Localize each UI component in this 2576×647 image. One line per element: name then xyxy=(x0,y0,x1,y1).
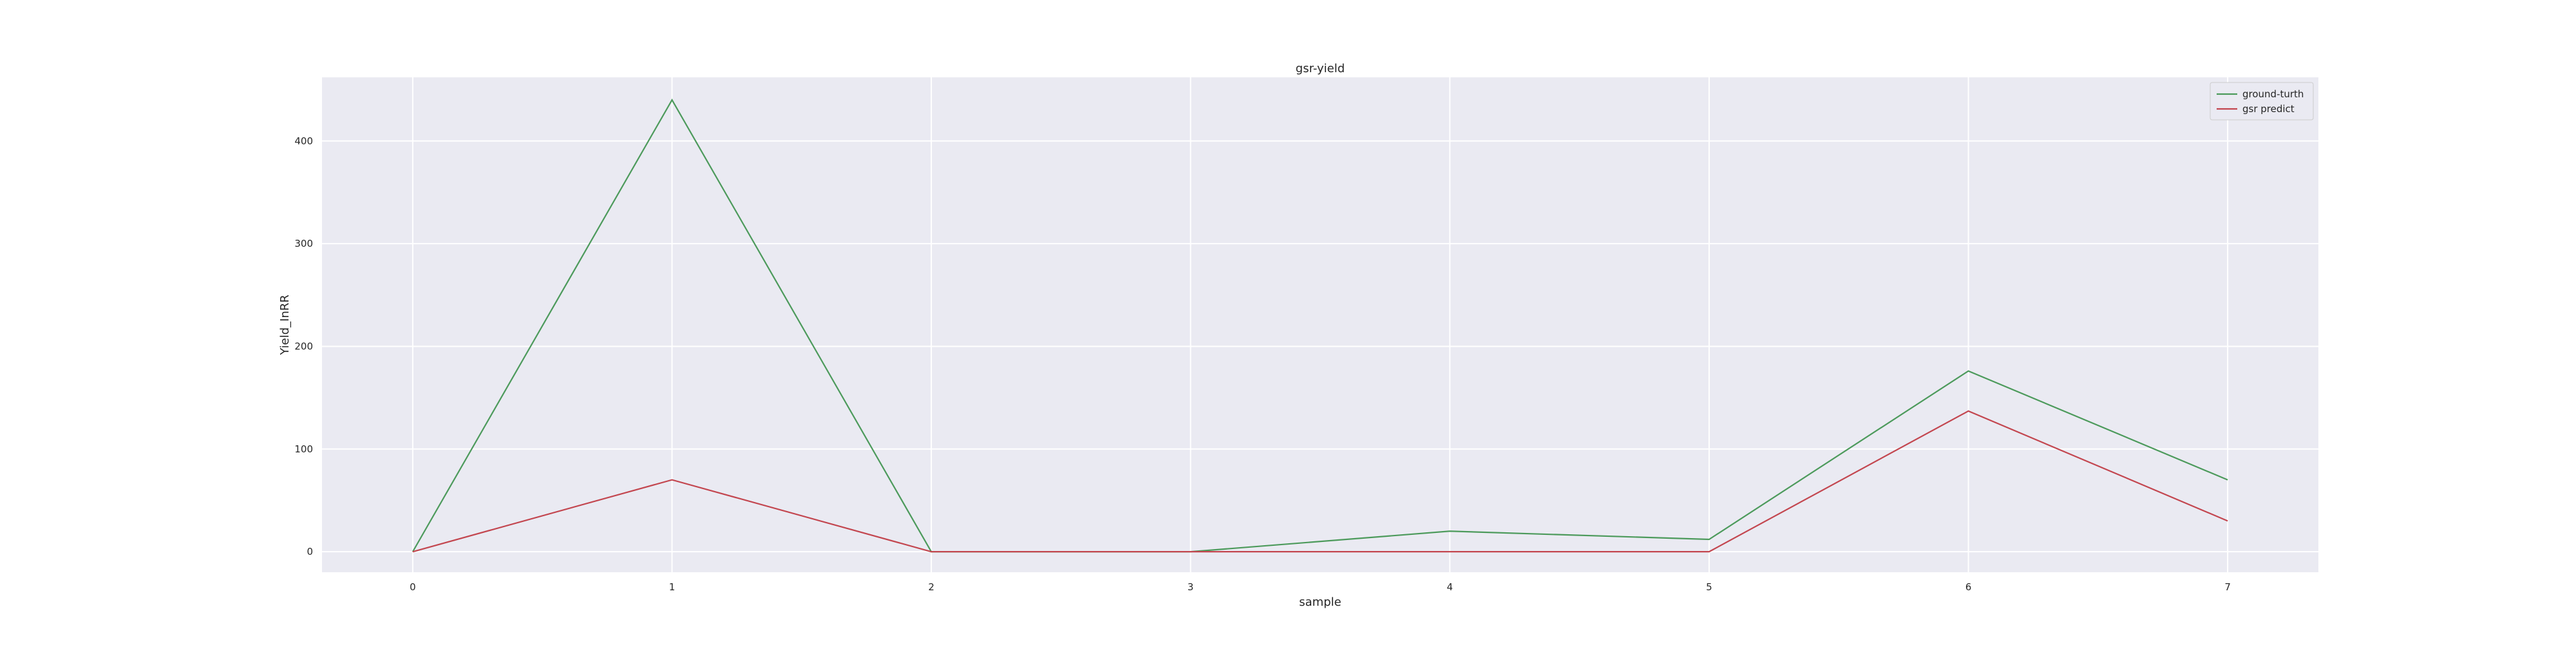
plot-area xyxy=(322,77,2318,572)
y-tick-label: 300 xyxy=(294,238,313,249)
legend-label: gsr predict xyxy=(2242,103,2295,115)
y-tick-label: 100 xyxy=(294,443,313,455)
y-tick-label: 400 xyxy=(294,135,313,147)
chart-title: gsr-yield xyxy=(1296,62,1345,75)
legend: ground-turth gsr predict xyxy=(2210,82,2313,120)
x-tick-label: 5 xyxy=(1706,581,1712,593)
y-tick-label: 200 xyxy=(294,340,313,352)
x-tick-label: 4 xyxy=(1447,581,1454,593)
y-axis-label: Yield_InRR xyxy=(278,295,292,356)
legend-label: ground-turth xyxy=(2242,88,2304,100)
x-axis-label: sample xyxy=(1299,595,1341,609)
x-tick-label: 1 xyxy=(669,581,676,593)
x-tick-label: 3 xyxy=(1188,581,1194,593)
x-tick-label: 2 xyxy=(928,581,934,593)
x-tick-label: 7 xyxy=(2224,581,2231,593)
x-tick-label: 0 xyxy=(410,581,416,593)
x-tick-label: 6 xyxy=(1965,581,1972,593)
y-tick-label: 0 xyxy=(307,546,313,557)
